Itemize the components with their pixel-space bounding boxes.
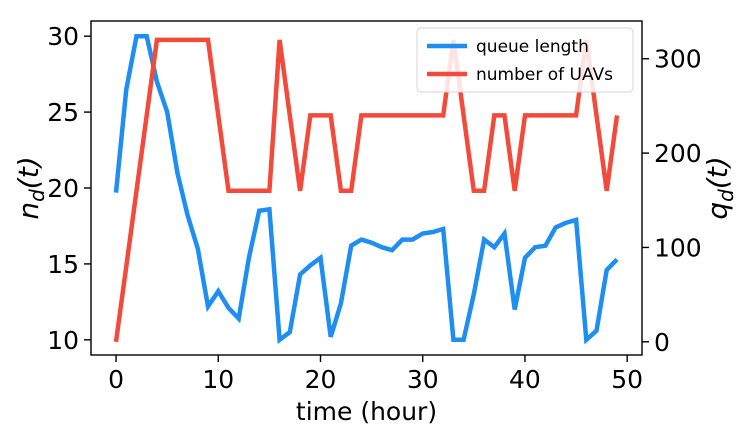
right-y-tick-label: 200 bbox=[654, 139, 702, 168]
x-tick-label: 40 bbox=[509, 365, 541, 394]
left-y-axis-label: nd(t) bbox=[12, 156, 49, 219]
legend-box bbox=[416, 27, 634, 93]
right-y-tick-label: 0 bbox=[654, 328, 670, 357]
right-y-axis-label: qd(t) bbox=[701, 156, 738, 219]
right-y-tick-label: 100 bbox=[654, 233, 702, 262]
left-y-tick-label: 20 bbox=[47, 174, 79, 203]
left-y-tick-label: 25 bbox=[47, 98, 79, 127]
series-layer bbox=[113, 33, 620, 345]
series-line-queue-length bbox=[113, 33, 619, 345]
x-tick-label: 30 bbox=[407, 365, 439, 394]
x-axis-label: time (hour) bbox=[296, 397, 437, 426]
x-tick-label: 0 bbox=[108, 365, 124, 394]
right-y-tick-label: 300 bbox=[654, 45, 702, 74]
x-tick-label: 20 bbox=[305, 365, 337, 394]
series-line-number-of-uavs bbox=[113, 37, 620, 343]
legend: queue length number of UAVs bbox=[416, 27, 634, 93]
left-y-tick-label: 15 bbox=[47, 250, 79, 279]
legend-label-number-of-uavs: number of UAVs bbox=[476, 65, 613, 85]
left-y-tick-label: 30 bbox=[47, 22, 79, 51]
x-tick-label: 10 bbox=[202, 365, 234, 394]
x-tick-label: 50 bbox=[611, 365, 643, 394]
legend-label-queue-length: queue length bbox=[476, 37, 589, 57]
left-y-tick-label: 10 bbox=[47, 326, 79, 355]
